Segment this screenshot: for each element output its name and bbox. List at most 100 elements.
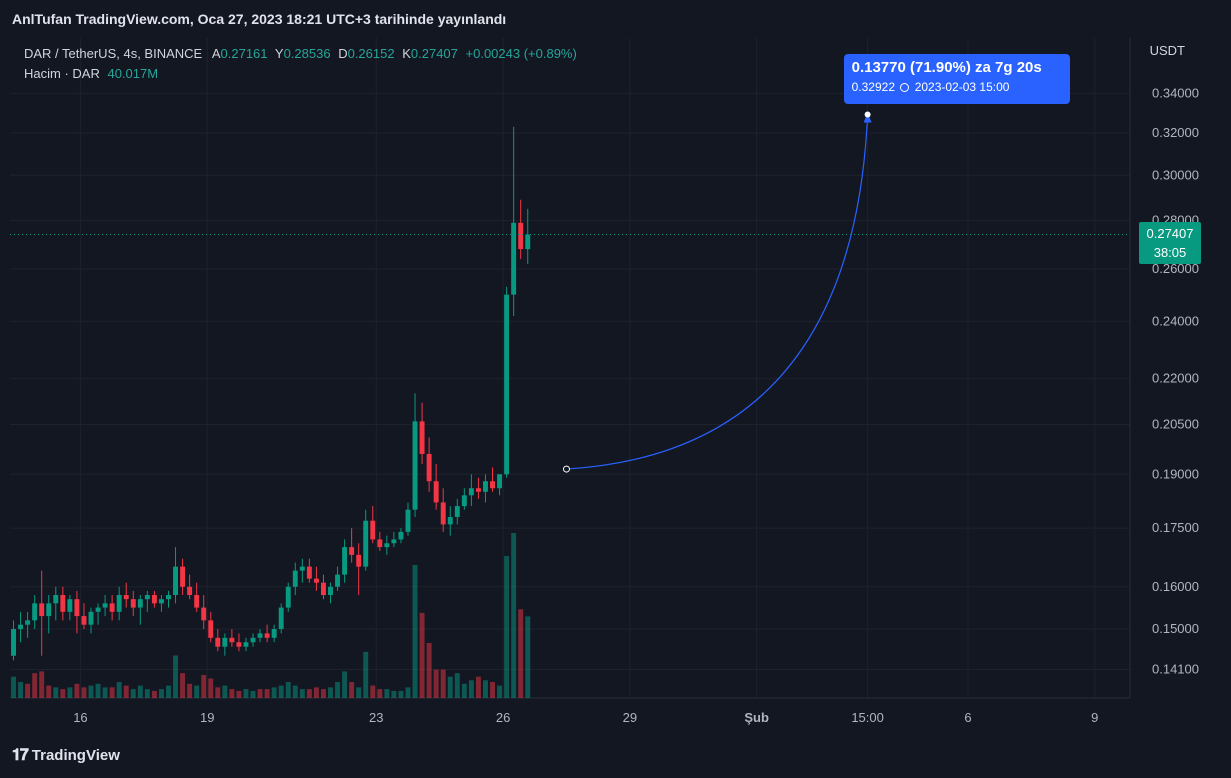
volume-bar [483, 680, 488, 698]
candle-body [497, 474, 503, 489]
volume-bar [285, 682, 291, 698]
volume-bar [46, 685, 52, 698]
publish-header-text: AnlTufan TradingView.com, Oca 27, 2023 1… [12, 11, 507, 27]
volume-bar [461, 683, 467, 698]
candle-body [116, 595, 122, 612]
candle-body [475, 488, 481, 492]
volume-bar [222, 685, 228, 698]
volume-bar [384, 689, 390, 698]
x-tick-label: 29 [623, 710, 637, 725]
y-tick-label: 0.30000 [1152, 167, 1199, 182]
y-tick-label: 0.32000 [1152, 125, 1199, 140]
volume-bar [116, 682, 122, 698]
candle-body [187, 586, 193, 596]
candle-body [299, 566, 305, 571]
candle-body [356, 554, 362, 567]
volume-bar [194, 685, 200, 698]
volume-bar [236, 690, 242, 698]
volume-label[interactable]: Hacim · DAR [24, 66, 100, 81]
forecast-end-point [864, 111, 871, 118]
current-price-value: 0.27407 [1146, 226, 1194, 242]
candle-body [130, 599, 136, 608]
candle-body [102, 603, 108, 608]
candle-body [88, 611, 94, 625]
candle-body [426, 453, 432, 482]
candle-body [46, 603, 52, 617]
candle-body [109, 603, 115, 612]
candle-body [95, 607, 101, 612]
change-value: +0.00243 (+0.89%) [465, 46, 577, 61]
volume-bar [335, 682, 341, 698]
open-value: 0.27161 [220, 46, 268, 61]
y-tick-label: 0.22000 [1152, 370, 1199, 385]
volume-bar [173, 655, 178, 698]
chart-area[interactable]: 0.14100 0.15000 0.16000 0.17500 0.19000 0.205… [10, 38, 1221, 733]
ohlc-legend: DAR / TetherUS, 4s, BINANCE A0.27161 Y0.… [24, 46, 581, 61]
volume-bar [74, 683, 80, 698]
x-tick-label: 15:00 [851, 710, 884, 725]
bar-countdown: 38:05 [1153, 245, 1187, 261]
volume-bar [95, 683, 101, 698]
volume-bar [158, 689, 164, 698]
candle-body [74, 599, 80, 617]
footer: 𝟏𝟕 TradingView [0, 733, 1231, 778]
candle-body [468, 488, 474, 496]
tradingview-brand: TradingView [31, 747, 120, 764]
volume-bar [271, 687, 277, 698]
forecast-change-text: 0.13770 (71.90%) za 7g 20s [851, 59, 1042, 77]
volume-bar [88, 685, 94, 698]
volume-bar [328, 687, 333, 698]
volume-bar [123, 685, 129, 698]
candle-body [278, 607, 284, 630]
volume-bar [405, 687, 411, 698]
volume-bar [440, 669, 446, 698]
volume-bar [144, 689, 150, 698]
volume-bar [320, 689, 326, 698]
volume-bar [67, 687, 73, 698]
volume-bar [349, 682, 355, 698]
candle-body [151, 595, 157, 604]
volume-bar [264, 689, 270, 698]
forecast-tooltip: 0.13770 (71.90%) za 7g 20s 0.32922 2023-… [843, 54, 1070, 105]
volume-bar [313, 687, 319, 698]
candle-body [342, 547, 348, 575]
x-tick-label: Şub [744, 710, 769, 725]
candle-body [137, 599, 143, 608]
candle-body [405, 509, 411, 532]
volume-bar [306, 689, 312, 698]
volume-bar [215, 687, 221, 698]
candle-body [511, 222, 517, 295]
candle-body [264, 633, 270, 638]
low-value: 0.26152 [347, 46, 395, 61]
candle-body [412, 421, 418, 510]
y-tick-label: 0.24000 [1152, 313, 1199, 328]
volume-bar [363, 651, 369, 698]
candle-body [271, 629, 277, 638]
volume-bar [377, 689, 383, 698]
candle-body [173, 566, 178, 596]
x-tick-label: 19 [200, 710, 214, 725]
tradingview-logo[interactable]: 𝟏𝟕 TradingView [12, 747, 120, 765]
candle-body [370, 520, 376, 540]
candle-body [328, 586, 333, 596]
volume-bar [109, 687, 115, 698]
candle-body [60, 595, 66, 612]
candle-body [363, 520, 369, 567]
symbol-label[interactable]: DAR / TetherUS, 4s, BINANCE [24, 46, 203, 61]
candle-body [243, 642, 249, 647]
candle-body [158, 599, 164, 604]
price-chart[interactable]: 0.14100 0.15000 0.16000 0.17500 0.19000 0.205… [10, 38, 1221, 733]
volume-bar [398, 690, 404, 698]
volume-bar [475, 676, 481, 698]
low-label: D [338, 46, 348, 61]
volume-bar [229, 689, 235, 698]
candle-body [518, 222, 524, 250]
axis-unit-label: USDT [1149, 43, 1185, 58]
candle-body [447, 516, 453, 525]
candle-body [384, 543, 390, 548]
volume-bar [25, 683, 31, 698]
candle-body [257, 633, 263, 638]
candle-body [39, 603, 45, 617]
y-tick-label: 0.19000 [1152, 466, 1199, 481]
candle-body [320, 582, 326, 596]
